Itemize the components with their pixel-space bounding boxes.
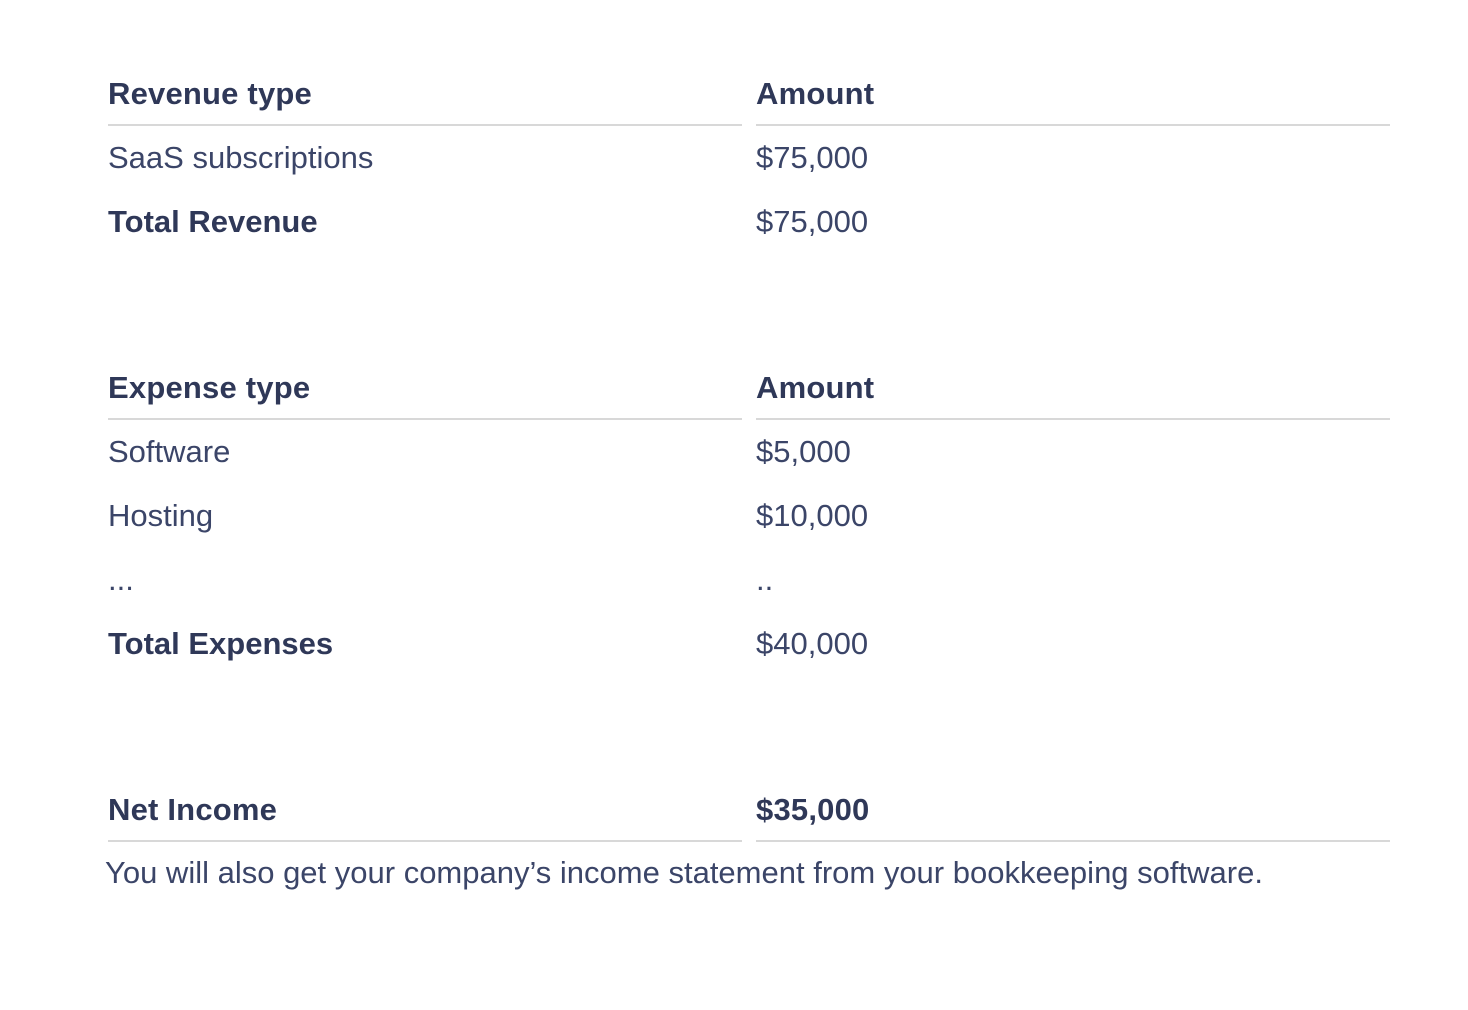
expense-row-software-amount: $5,000 — [756, 434, 851, 469]
net-income-label: Net Income — [108, 791, 742, 842]
income-statement-card: Revenue type Amount SaaS subscriptions $… — [37, 33, 1431, 970]
expense-row-software-label: Software — [108, 434, 231, 469]
revenue-row-saas-label: SaaS subscriptions — [108, 140, 374, 175]
total-revenue-label: Total Revenue — [108, 204, 318, 239]
expense-type-column-header: Expense type — [108, 369, 742, 420]
revenue-amount-column-header: Amount — [756, 75, 1390, 126]
footer-note: You will also get your company’s income … — [105, 855, 1263, 890]
expense-table: Expense type Amount Software $5,000 Host… — [108, 369, 1390, 676]
net-income-amount: $35,000 — [756, 791, 1390, 842]
expense-amount-column-header: Amount — [756, 369, 1390, 420]
expense-row-hosting-label: Hosting — [108, 498, 214, 533]
revenue-row-saas-amount: $75,000 — [756, 140, 869, 175]
expense-row-ellipsis-amount: .. — [756, 562, 774, 597]
total-revenue-amount: $75,000 — [756, 204, 869, 239]
net-income-row: Net Income $35,000 — [108, 791, 1390, 842]
expense-row-hosting-amount: $10,000 — [756, 498, 869, 533]
expense-row-ellipsis-label: ... — [108, 562, 134, 597]
revenue-type-column-header: Revenue type — [108, 75, 742, 126]
total-expenses-label: Total Expenses — [108, 626, 334, 661]
revenue-table: Revenue type Amount SaaS subscriptions $… — [108, 75, 1390, 254]
total-expenses-amount: $40,000 — [756, 626, 869, 661]
